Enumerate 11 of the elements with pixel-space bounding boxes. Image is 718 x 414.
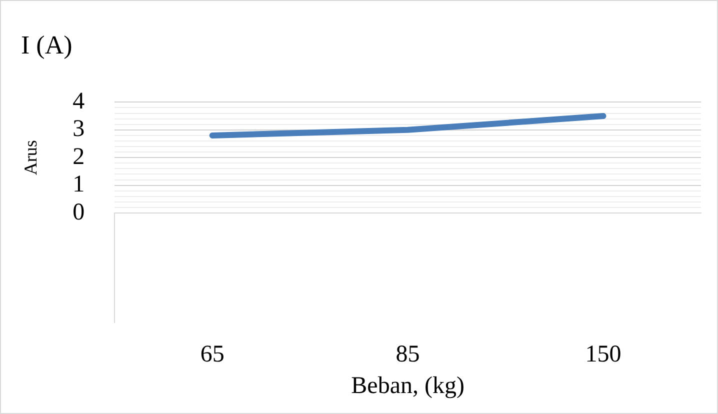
y-tick-label: 4 xyxy=(72,88,85,114)
chart-title: I (A) xyxy=(21,30,72,60)
y-tick-label: 2 xyxy=(72,144,85,170)
x-axis-title: Beban, (kg) xyxy=(351,372,464,399)
y-tick-label: 0 xyxy=(72,199,85,226)
x-tick-label: 65 xyxy=(200,342,224,368)
x-tick-label: 150 xyxy=(585,342,622,368)
x-tick-label: 85 xyxy=(396,342,420,368)
y-axis-title: Arus xyxy=(20,140,41,176)
y-tick-label: 1 xyxy=(72,172,85,198)
y-tick-label: 3 xyxy=(72,116,85,142)
